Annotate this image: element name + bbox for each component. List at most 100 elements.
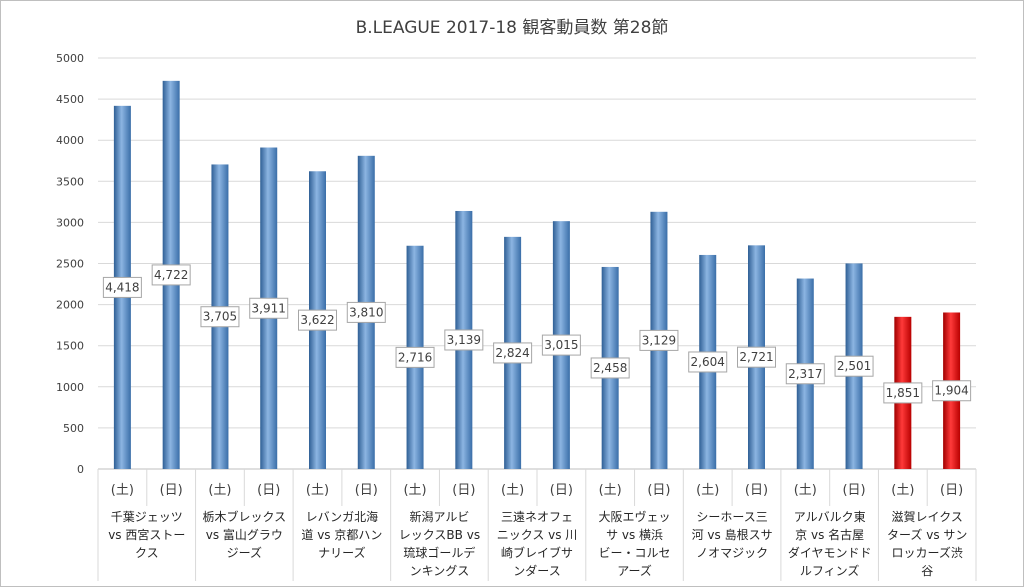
data-label-box <box>444 329 484 351</box>
y-tick-label: 1000 <box>56 381 84 394</box>
data-label-box <box>151 264 191 286</box>
matchup-label-line: 三遠ネオフェ <box>501 510 573 524</box>
matchup-label-line: ダイヤモンドド <box>788 545 872 560</box>
y-tick-label: 4000 <box>56 134 84 147</box>
matchup-label-line: ルフィンズ <box>800 563 860 578</box>
y-tick-label: 1500 <box>56 340 84 353</box>
bars <box>113 80 961 470</box>
data-label: 2,716 <box>398 350 432 364</box>
day-label: (土) <box>306 483 329 498</box>
day-label: (日) <box>745 483 768 498</box>
data-label-box <box>688 351 728 373</box>
data-label: 2,501 <box>837 359 871 373</box>
y-tick-label: 2000 <box>56 299 84 312</box>
data-label: 2,317 <box>788 367 822 381</box>
day-label: (日) <box>550 483 573 498</box>
matchup-label-line: ジーズ <box>227 545 262 560</box>
data-label: 2,604 <box>691 355 725 369</box>
matchup-label-line: ノオマジック <box>696 546 768 560</box>
data-label-box <box>737 346 776 368</box>
data-label: 1,904 <box>934 384 968 398</box>
day-label: (土) <box>501 483 524 498</box>
day-label: (土) <box>599 483 622 498</box>
matchup-label-line: 崎ブレイブサ <box>501 545 573 560</box>
data-label-box <box>834 355 874 377</box>
matchup-label-line: ンダース <box>513 563 560 578</box>
data-label: 3,015 <box>544 338 578 352</box>
matchup-label-line: レックスBB vs <box>399 528 480 542</box>
data-label-box <box>785 363 825 385</box>
day-label: (土) <box>891 483 914 498</box>
day-label: (土) <box>696 483 719 498</box>
data-label: 2,824 <box>495 346 529 360</box>
matchup-label-line: レバンガ北海 <box>306 509 379 524</box>
matchup-label-line: 新潟アルビ <box>409 509 469 524</box>
matchup-label-line: ビー・コルセ <box>599 546 671 560</box>
matchup-label-line: 道 vs 京都ハン <box>301 528 382 542</box>
day-label: (日) <box>160 483 183 498</box>
data-label-box <box>590 357 630 379</box>
matchup-label-line: 大阪エヴェッ <box>599 509 671 524</box>
y-tick-label: 500 <box>63 422 84 435</box>
matchup-label-line: ナリーズ <box>318 545 365 560</box>
matchup-label-line: 栃木ブレックス <box>203 509 287 524</box>
data-label-box <box>541 334 581 356</box>
data-label: 3,622 <box>300 313 334 327</box>
data-label: 1,851 <box>886 386 920 400</box>
matchup-label-line: 千葉ジェッツ <box>111 510 183 524</box>
day-label: (日) <box>452 483 475 498</box>
day-label: (土) <box>403 483 426 498</box>
data-label: 3,911 <box>252 301 286 315</box>
day-label: (日) <box>842 483 865 498</box>
data-label-box <box>883 382 923 404</box>
matchup-label-line: アーズ <box>617 563 652 578</box>
day-label: (日) <box>257 483 280 498</box>
x-axis-categories: (土) (日) (土) (日) (土) (日) (土) (日) (土) (日) (土) (日) (土) (… <box>97 469 977 581</box>
data-label: 3,129 <box>642 333 676 347</box>
data-label-box <box>639 329 679 351</box>
chart-title: B.LEAGUE 2017-18 観客動員数 第28節 <box>356 18 669 38</box>
data-label-box <box>249 297 289 319</box>
y-tick-label: 3000 <box>56 216 84 229</box>
data-label-box <box>346 301 386 323</box>
data-label: 2,721 <box>739 350 773 364</box>
matchup-label-line: 河 vs 島根スサ <box>692 527 773 542</box>
matchup-label-line: 京 vs 名古屋 <box>795 527 864 542</box>
day-label: (日) <box>355 483 378 498</box>
data-label-box <box>298 309 337 331</box>
matchup-label-line: ロッカーズ渋 <box>892 545 963 560</box>
day-label: (日) <box>647 483 670 498</box>
day-label: (土) <box>111 483 134 498</box>
data-label: 4,722 <box>154 268 188 282</box>
matchup-label-line: ターズ vs サン <box>887 527 967 542</box>
data-label: 3,810 <box>349 305 383 319</box>
data-label-box <box>102 276 142 298</box>
day-label: (土) <box>794 483 817 498</box>
data-label-box <box>932 380 972 402</box>
day-label: (土) <box>208 483 231 498</box>
data-labels: 4,418 4,722 3,705 3,911 3,622 3,810 2,716 3,139… <box>102 264 972 404</box>
matchup-label-line: ニックス vs 川 <box>497 528 578 542</box>
matchup-label-line: ンキングス <box>410 564 470 578</box>
matchup-label-line: 滋賀レイクス <box>892 510 963 524</box>
data-label-box <box>493 342 533 364</box>
matchup-label-line: アルバルク東 <box>794 510 866 524</box>
matchup-label-line: vs 富山グラウ <box>206 527 283 542</box>
data-label-box <box>395 346 435 368</box>
y-tick-label: 3500 <box>56 175 84 188</box>
data-label-box <box>200 306 240 328</box>
data-label: 4,418 <box>105 280 139 294</box>
data-label: 2,458 <box>593 361 627 375</box>
y-tick-label: 2500 <box>56 258 84 271</box>
matchup-label-line: vs 西宮ストー <box>108 527 185 542</box>
day-label: (日) <box>940 483 963 498</box>
gridlines <box>98 57 976 470</box>
y-tick-label: 0 <box>77 463 84 476</box>
data-label: 3,705 <box>203 310 237 324</box>
data-label: 3,139 <box>447 333 481 347</box>
y-tick-label: 5000 <box>56 52 84 65</box>
matchup-label-line: サ vs 横浜 <box>606 528 663 542</box>
matchup-label-line: シーホース三 <box>696 510 767 524</box>
y-tick-label: 4500 <box>56 93 84 106</box>
